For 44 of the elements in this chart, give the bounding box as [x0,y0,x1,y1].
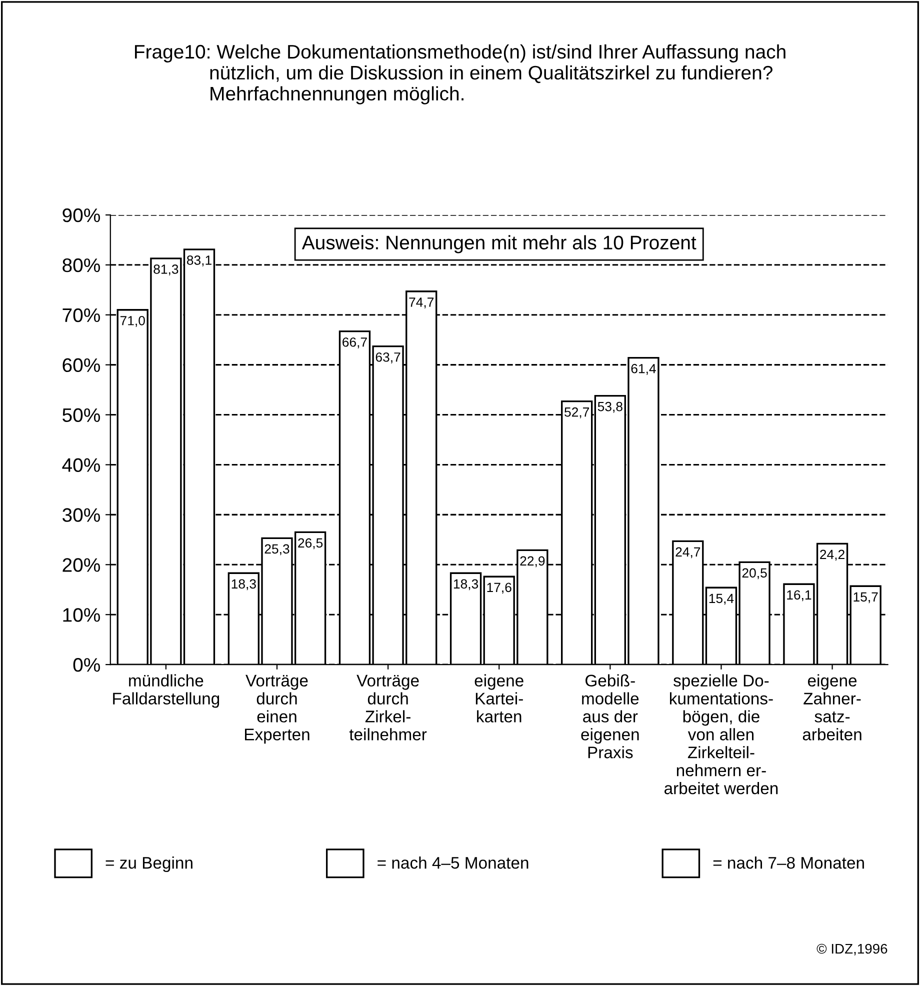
x-tick-label: Gebiß- modelle aus der eigenen Praxis [581,674,639,758]
annotation: Ausweis: Nennungen mit mehr als 10 Prozent [302,235,696,254]
data-label: 26,5 [298,538,323,550]
text: © IDZ,1996 [816,944,888,956]
data-label: 18,3 [232,579,256,590]
y-tick-label: 10% [63,608,100,622]
x-tick-label: eigene Kartei- karten [474,674,524,722]
data-label: 61,4 [631,364,656,375]
x-tick-label: eigene Zahner- satz- arbeiten [802,674,862,740]
data-label: 25,3 [264,544,290,556]
y-tick-label: 30% [62,508,100,522]
x-tick-label: mündliche Falldarstellung [113,674,220,708]
y-tick-label: 90% [62,208,100,222]
y-tick-label: 80% [62,258,100,272]
chart-title: Frage10: Welche Dokumentationsmethode(n) ist/sind Ihrer Auffassung nach nützlich, um die Diskussion in einem Qualitätszirkel zu fundieren? Mehrfachnennungen möglich. [134,44,786,104]
legend-label: = nach 4–5 Monaten [378,856,528,869]
data-label: 24,2 [820,550,844,561]
data-label: 81,3 [154,264,178,276]
data-label: 83,1 [186,256,212,266]
data-label: 74,7 [409,298,434,308]
y-tick-label: 40% [62,458,100,472]
y-tick-label: 0% [73,658,100,672]
y-tick-label: 50% [62,408,100,422]
data-label: 22,9 [520,556,545,568]
data-label: 17,6 [487,582,512,594]
data-label: 52,7 [564,407,590,418]
data-label: 24,7 [676,547,700,558]
legend-label: = nach 7–8 Monaten [713,856,864,869]
legend-label: = zu Beginn [106,856,192,872]
data-label: 53,8 [598,402,622,413]
data-label: 20,5 [742,568,767,580]
data-label: 18,3 [454,579,478,590]
data-label: 16,1 [787,590,812,602]
data-label: 15,7 [854,592,878,604]
x-tick-label: Vorträge durch einen Experten [245,674,310,744]
data-label: 71,0 [120,316,145,327]
data-label: 63,7 [376,352,400,364]
data-label: 15,4 [709,594,734,605]
x-tick-label: Vorträge durch Zirkel- teilnehmer [349,674,427,740]
data-label: 66,7 [342,337,367,348]
y-tick-label: 70% [62,308,100,322]
y-tick-label: 60% [62,358,100,372]
x-tick-label: spezielle Do- kumentations- bögen, die von allen Zirkelteil- nehmern er- arbeitet werden [664,674,778,794]
y-tick-label: 20% [62,558,100,572]
